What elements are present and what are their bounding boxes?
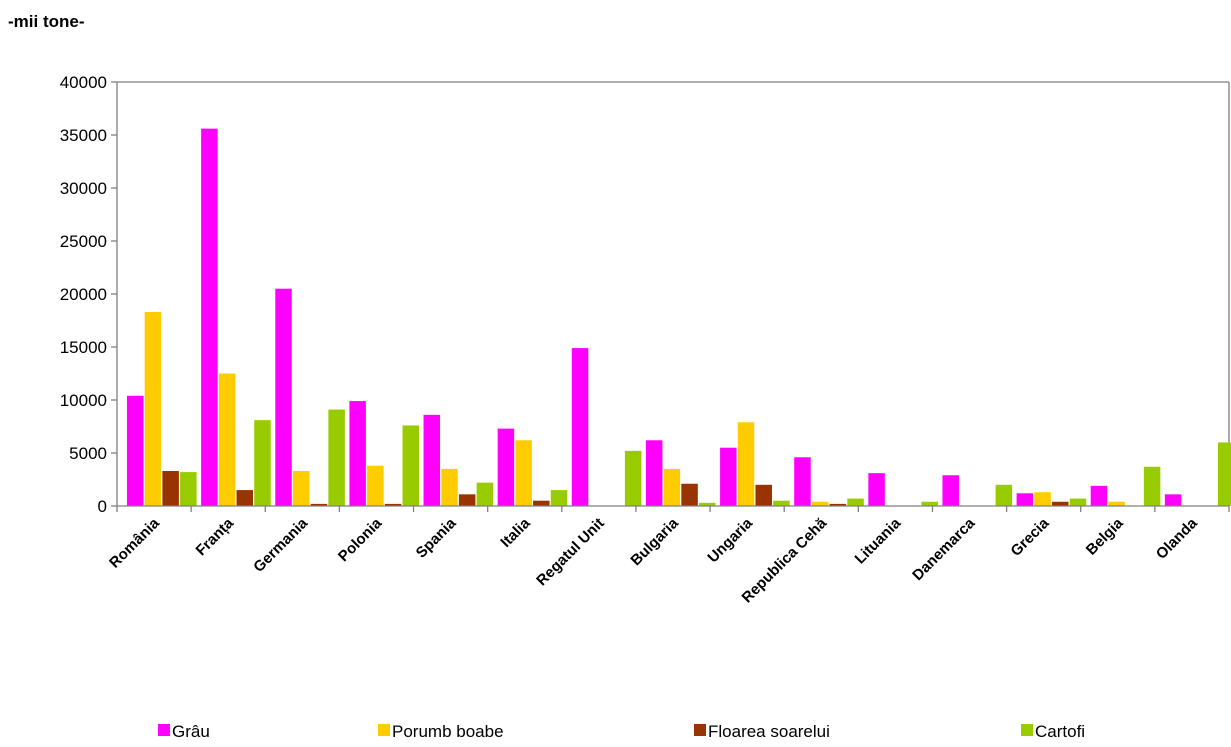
- bar-2-12: [1052, 501, 1069, 506]
- x-tick-label-13: Belgia: [1083, 514, 1127, 558]
- bar-0-9: [794, 457, 811, 506]
- bar-2-9: [829, 503, 847, 506]
- x-tick-label-3: Polonia: [335, 514, 386, 565]
- bar-3-10: [921, 501, 938, 506]
- bar-3-8: [773, 500, 790, 506]
- legend-swatch-3: [1021, 724, 1033, 736]
- y-tick-label-0: 0: [98, 497, 107, 516]
- bar-0-11: [942, 475, 959, 506]
- bar-3-7: [699, 502, 716, 506]
- bar-1-9: [811, 501, 829, 506]
- bar-3-4: [476, 482, 494, 506]
- bar-0-7: [645, 440, 663, 506]
- bar-0-4: [423, 414, 441, 506]
- bar-1-1: [218, 373, 236, 506]
- x-tick-label-14: Olanda: [1153, 514, 1201, 562]
- bar-1-4: [441, 468, 458, 506]
- legend-label-2: Floarea soarelui: [708, 722, 830, 741]
- bar-0-6: [571, 348, 589, 506]
- legend-swatch-2: [694, 724, 706, 736]
- bar-3-6: [624, 450, 642, 506]
- bar-3-1: [254, 420, 271, 506]
- bar-0-5: [497, 428, 515, 506]
- bar-3-14: [1217, 442, 1231, 506]
- bar-0-10: [868, 473, 885, 506]
- y-tick-label-2: 10000: [60, 391, 107, 410]
- bar-3-9: [847, 498, 864, 506]
- legend-swatch-1: [378, 724, 390, 736]
- bar-0-12: [1016, 493, 1034, 506]
- bar-2-7: [681, 483, 698, 506]
- x-tick-label-12: Grecia: [1007, 514, 1053, 560]
- y-tick-label-8: 40000: [60, 73, 107, 92]
- bar-0-0: [127, 395, 144, 506]
- bar-2-8: [755, 484, 772, 506]
- bar-1-7: [663, 468, 681, 506]
- bar-1-13: [1108, 501, 1125, 506]
- legend-label-1: Porumb boabe: [392, 722, 504, 741]
- bar-2-2: [310, 503, 328, 506]
- y-tick-label-3: 15000: [60, 338, 107, 357]
- bar-1-5: [515, 440, 532, 506]
- y-tick-label-7: 35000: [60, 126, 107, 145]
- bar-0-8: [720, 447, 737, 506]
- bar-2-4: [458, 494, 476, 506]
- x-tick-label-5: Italia: [497, 514, 534, 551]
- bar-3-13: [1143, 466, 1161, 506]
- x-tick-label-6: Regatul Unit: [533, 515, 607, 589]
- y-tick-label-1: 5000: [69, 444, 107, 463]
- bar-0-14: [1164, 494, 1182, 506]
- x-tick-label-8: Ungaria: [704, 514, 756, 566]
- x-tick-label-11: Danemarca: [909, 514, 979, 584]
- y-tick-label-4: 20000: [60, 285, 107, 304]
- legend-swatch-0: [158, 724, 170, 736]
- bar-0-2: [275, 288, 292, 506]
- bar-1-12: [1034, 492, 1051, 506]
- x-tick-label-1: Franța: [193, 514, 238, 559]
- bar-3-2: [328, 409, 345, 506]
- x-tick-label-4: Spania: [413, 514, 460, 561]
- bar-1-0: [144, 312, 162, 506]
- bar-0-1: [201, 128, 218, 506]
- unit-label: -mii tone-: [8, 12, 85, 31]
- bar-3-0: [180, 472, 197, 506]
- y-tick-label-6: 30000: [60, 179, 107, 198]
- bar-2-5: [533, 500, 550, 506]
- x-tick-label-0: România: [106, 514, 163, 571]
- legend: Grâu Porumb boabe Floarea soarelui Cartofi: [158, 722, 1085, 741]
- legend-label-3: Cartofi: [1035, 722, 1085, 741]
- y-tick-label-5: 25000: [60, 232, 107, 251]
- bar-1-3: [367, 465, 384, 506]
- bar-3-5: [550, 490, 568, 506]
- bar-2-1: [236, 490, 254, 506]
- bar-2-0: [162, 471, 179, 506]
- x-tick-label-7: Bulgaria: [627, 514, 682, 569]
- x-tick-label-2: Germania: [250, 514, 311, 575]
- legend-label-0: Grâu: [172, 722, 210, 741]
- bar-2-3: [384, 503, 402, 506]
- bar-1-2: [292, 471, 310, 506]
- bar-0-3: [349, 401, 366, 506]
- plot-area: 0 5000 10000 15000 20000 25000 30000 35000 40000…: [60, 73, 1231, 606]
- bar-1-8: [737, 422, 755, 506]
- x-tick-label-10: Lituania: [852, 514, 905, 567]
- bar-0-13: [1090, 485, 1108, 506]
- bar-3-12: [1069, 498, 1087, 506]
- bar-3-3: [402, 425, 419, 506]
- bar-3-11: [995, 484, 1013, 506]
